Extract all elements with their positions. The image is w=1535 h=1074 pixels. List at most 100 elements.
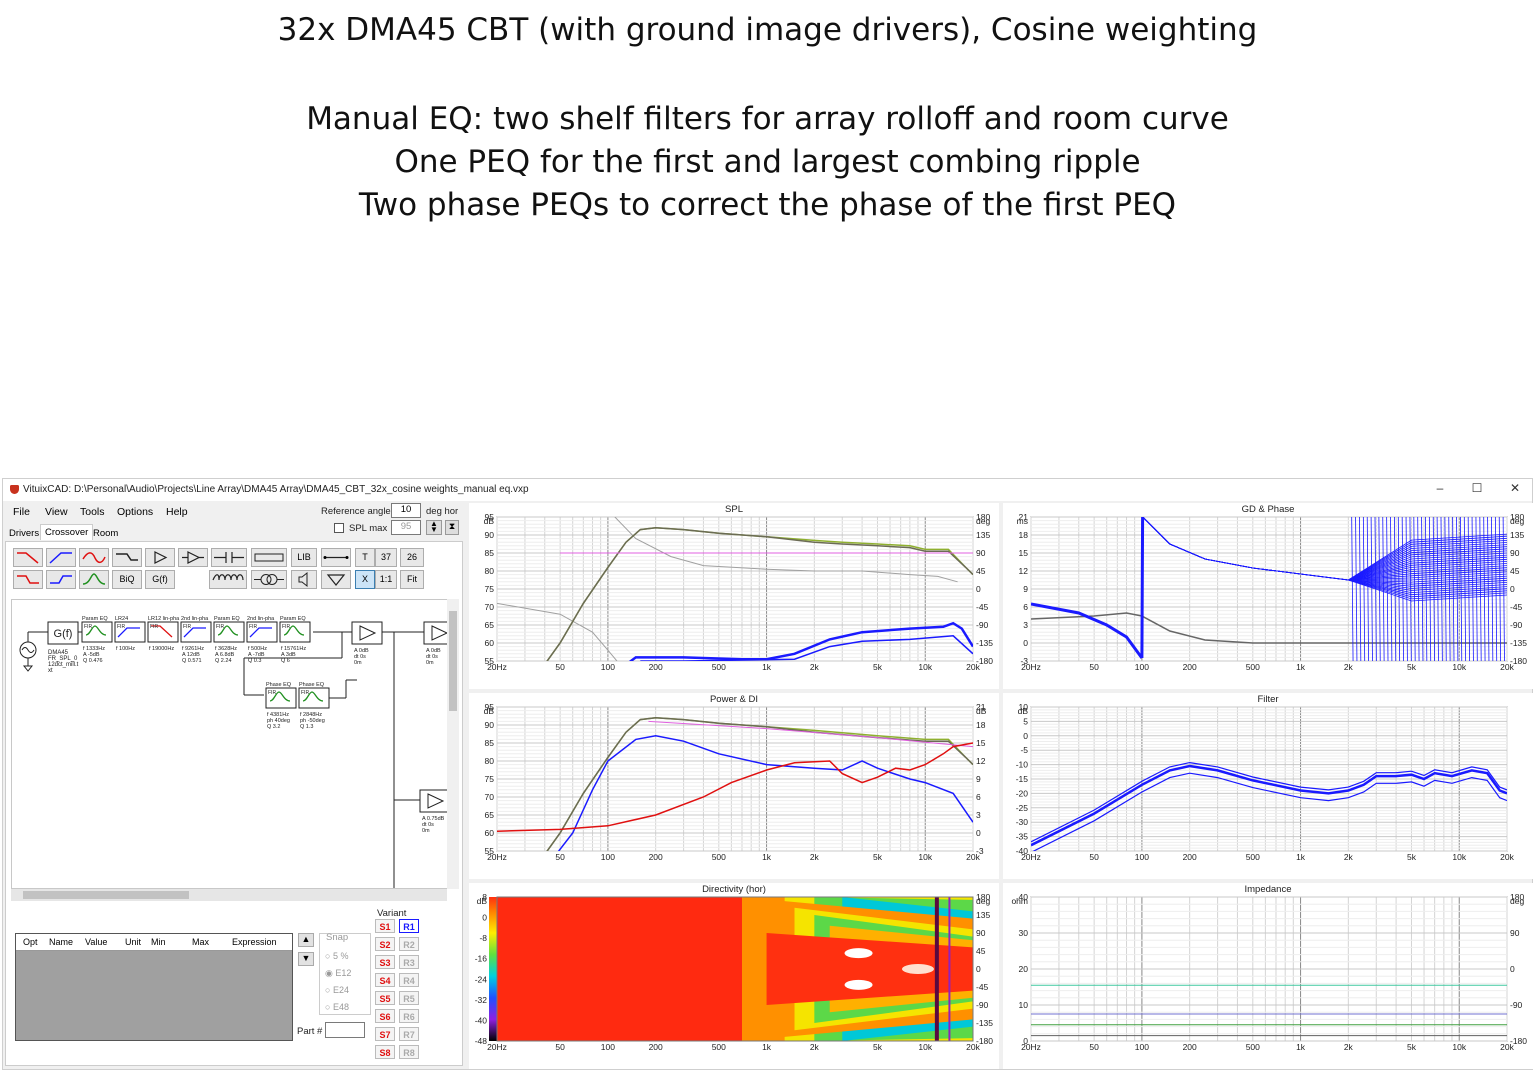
resistor-icon	[254, 553, 284, 562]
phase-wrap	[1140, 517, 1145, 659]
wire-tool[interactable]	[321, 548, 351, 567]
variant-r-button[interactable]: R6	[399, 1009, 419, 1023]
filter-param: A -7dB	[248, 652, 265, 658]
lowpass-blue-tool[interactable]	[46, 548, 76, 567]
filter-traces	[1031, 761, 1507, 851]
resistor-tool[interactable]	[251, 548, 287, 567]
schematic-hscroll[interactable]	[11, 889, 447, 901]
variant-r-button[interactable]: R4	[399, 973, 419, 987]
variant-s-button[interactable]: S1	[375, 919, 395, 933]
maximize-button[interactable]: ☐	[1471, 481, 1483, 495]
tab-crossover[interactable]: Crossover	[40, 524, 94, 540]
col-name[interactable]: Name	[49, 937, 74, 947]
highpass-red-tool-2[interactable]	[13, 570, 43, 589]
variant-s-button[interactable]: S5	[375, 991, 395, 1005]
minimize-button[interactable]: –	[1436, 481, 1444, 495]
variant-s-button[interactable]: S8	[375, 1045, 395, 1059]
crossover-schematic[interactable]: G(f) DMA45 FR_SPL_0 12dct_mill.t xt Param EQ F…	[11, 599, 459, 889]
variant-s-button[interactable]: S4	[375, 973, 395, 987]
menu-tools[interactable]: Tools	[80, 506, 105, 518]
x-tick-label: 200	[1183, 662, 1197, 672]
variant-r-button[interactable]: R3	[399, 955, 419, 969]
variant-r-button[interactable]: R7	[399, 1027, 419, 1041]
count-26-button[interactable]: 26	[400, 548, 424, 567]
spl-max-input[interactable]: 95	[391, 520, 421, 535]
transformer-tool[interactable]	[251, 570, 287, 589]
phase-wrap	[1366, 517, 1369, 661]
optimizer-table[interactable]: Opt Name Value Unit Min Max Expression	[15, 933, 293, 1041]
gain-function-button[interactable]: G(f)	[145, 570, 175, 589]
lowpass-blue-tool-2[interactable]	[46, 570, 76, 589]
variant-s-button[interactable]: S6	[375, 1009, 395, 1023]
col-value[interactable]: Value	[85, 937, 108, 947]
buffer-tool[interactable]	[178, 548, 208, 567]
tab-room[interactable]: Room	[93, 528, 119, 539]
speaker-tool[interactable]	[291, 570, 317, 589]
col-max[interactable]: Max	[192, 937, 210, 947]
filter-param: Q 0.476	[83, 658, 103, 664]
col-min[interactable]: Min	[151, 937, 166, 947]
menu-view[interactable]: View	[45, 506, 68, 518]
col-opt[interactable]: Opt	[23, 937, 38, 947]
spl-max-checkbox[interactable]	[334, 523, 344, 533]
biquad-button[interactable]: BiQ	[112, 570, 142, 589]
library-button[interactable]: LIB	[291, 548, 317, 567]
filter-block-box	[180, 621, 212, 643]
power-traces	[497, 717, 973, 851]
peq-green-tool[interactable]	[79, 570, 109, 589]
col-expression[interactable]: Expression	[232, 937, 277, 947]
tab-drivers[interactable]: Drivers	[9, 528, 40, 539]
y2-unit-label: deg	[1510, 896, 1524, 906]
filter-param: Q 2.24	[215, 658, 232, 664]
capacitor-tool[interactable]	[211, 548, 247, 567]
highpass-red-tool[interactable]	[13, 548, 43, 567]
snap-option[interactable]: ○ E48	[325, 1002, 349, 1012]
variant-s-button[interactable]: S7	[375, 1027, 395, 1041]
y-unit-label: ms	[1017, 516, 1028, 526]
hourglass-icon[interactable]: ⧗	[445, 520, 459, 535]
menu-file[interactable]: File	[13, 506, 30, 518]
bandpass-red-tool[interactable]	[79, 548, 109, 567]
highpass-icon	[17, 552, 39, 564]
snap-option[interactable]: ◉ E12	[325, 968, 352, 978]
x-tick-label: 500	[712, 1042, 726, 1052]
y2-tick-label: -180	[1510, 1036, 1527, 1046]
phase-wrap	[1463, 517, 1467, 661]
delete-tool[interactable]: X	[355, 570, 375, 589]
variant-r-button[interactable]: R8	[399, 1045, 419, 1059]
snap-option[interactable]: ○ E24	[325, 985, 349, 995]
spl-max-spinner[interactable]: ▲ ▼	[426, 520, 442, 535]
variant-s-button[interactable]: S2	[375, 937, 395, 951]
menu-options[interactable]: Options	[117, 506, 154, 518]
col-unit[interactable]: Unit	[125, 937, 142, 947]
part-number-input[interactable]	[325, 1022, 365, 1038]
window-title: VituixCAD: D:\Personal\Audio\Projects\Li…	[23, 484, 529, 495]
zoom-fit-button[interactable]: Fit	[400, 570, 424, 589]
x-tick-label: 200	[649, 662, 663, 672]
close-button[interactable]: ✕	[1509, 481, 1521, 495]
filter-block-title: 2nd lin-pha	[181, 616, 209, 622]
phase-wrap	[1428, 517, 1432, 661]
amplifier-tool[interactable]	[145, 548, 175, 567]
move-down-icon[interactable]: ▼	[298, 952, 314, 966]
filter-block-tag: FIR	[183, 624, 191, 630]
shelf-icon	[116, 553, 138, 561]
menu-help[interactable]: Help	[166, 506, 188, 518]
shelf-tool[interactable]	[112, 548, 142, 567]
move-up-icon[interactable]: ▲	[298, 933, 314, 947]
variant-s-button[interactable]: S3	[375, 955, 395, 969]
text-tool[interactable]: T	[355, 548, 375, 567]
filter-curve-icon	[283, 625, 305, 636]
count-37-button[interactable]: 37	[375, 548, 397, 567]
snap-option[interactable]: ○ 5 %	[325, 951, 349, 961]
ground-tool[interactable]	[321, 570, 351, 589]
variant-r-button[interactable]: R5	[399, 991, 419, 1005]
variant-r-button[interactable]: R1	[399, 919, 419, 933]
schematic-vscroll[interactable]	[447, 599, 459, 889]
source-label: FR_SPL_0	[48, 656, 78, 662]
zoom-1-1-button[interactable]: 1:1	[375, 570, 397, 589]
inductor-tool[interactable]	[209, 570, 247, 589]
reference-angle-input[interactable]: 10	[391, 503, 421, 518]
variant-r-button[interactable]: R2	[399, 937, 419, 951]
